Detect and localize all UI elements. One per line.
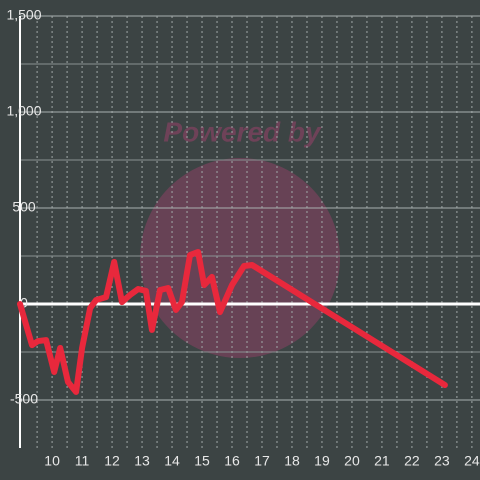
y-tick-label: 500 — [12, 199, 36, 215]
x-tick-label: 12 — [104, 453, 120, 469]
x-tick-label: 24 — [464, 453, 480, 469]
x-tick-label: 20 — [344, 453, 360, 469]
x-tick-label: 13 — [134, 453, 150, 469]
y-tick-label: 0 — [20, 295, 28, 311]
y-tick-label: -500 — [10, 391, 38, 407]
y-tick-label: 1,500 — [6, 7, 41, 23]
x-tick-label: 15 — [194, 453, 210, 469]
line — [17, 248, 448, 395]
x-tick-label: 10 — [44, 453, 60, 469]
x-tick-label: 14 — [164, 453, 180, 469]
x-tick-label: 22 — [404, 453, 420, 469]
x-tick-label: 18 — [284, 453, 300, 469]
y-tick-label: 1,000 — [6, 103, 41, 119]
x-tick-label: 16 — [224, 453, 240, 469]
x-tick-label: 21 — [374, 453, 390, 469]
x-tick-label: 11 — [75, 453, 90, 469]
watermark-circle — [140, 158, 340, 358]
x-tick-label: 17 — [254, 453, 270, 469]
x-tick-label: 23 — [434, 453, 450, 469]
x-tick-label: 19 — [314, 453, 330, 469]
watermark: Powered by — [163, 116, 322, 147]
